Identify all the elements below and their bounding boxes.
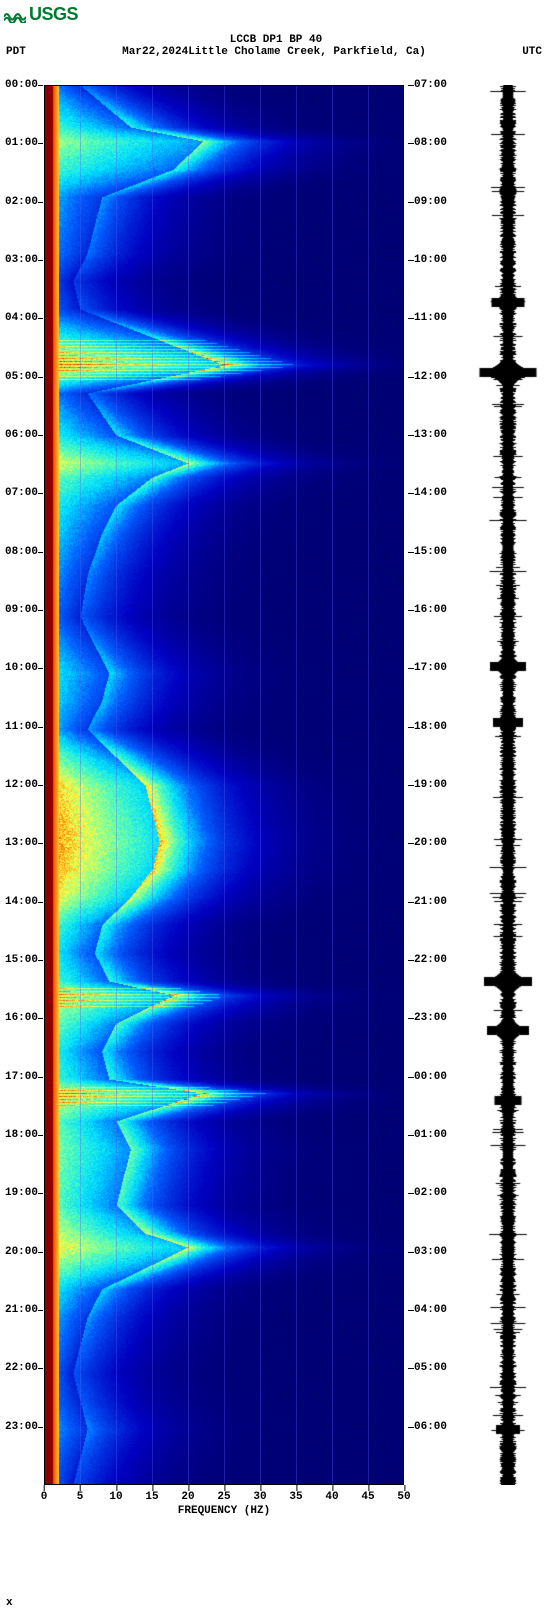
ytick-right: 08:00: [414, 137, 447, 149]
ytick-right: 00:00: [414, 1071, 447, 1083]
title-line2: PDT Mar22,2024Little Cholame Creek, Park…: [0, 46, 552, 58]
waveform-canvas: [478, 85, 538, 1485]
waveform-plot: [478, 85, 538, 1485]
ytick-left: 16:00: [5, 1012, 38, 1024]
ytick-left: 02:00: [5, 196, 38, 208]
ytick-right: 14:00: [414, 487, 447, 499]
ytick-left: 14:00: [5, 896, 38, 908]
xtick: 20: [181, 1491, 194, 1503]
ytick-right: 23:00: [414, 1012, 447, 1024]
title-block: LCCB DP1 BP 40 PDT Mar22,2024Little Chol…: [0, 34, 552, 58]
ytick-right: 03:00: [414, 1246, 447, 1258]
ytick-right: 01:00: [414, 1129, 447, 1141]
ytick-left: 09:00: [5, 604, 38, 616]
ytick-right: 05:00: [414, 1362, 447, 1374]
xtick: 45: [361, 1491, 374, 1503]
ytick-right: 15:00: [414, 546, 447, 558]
wave-icon: [4, 7, 26, 23]
ytick-left: 23:00: [5, 1421, 38, 1433]
ytick-left: 10:00: [5, 662, 38, 674]
ytick-left: 17:00: [5, 1071, 38, 1083]
tz-right: UTC: [522, 46, 542, 58]
y-axis-left: 00:0001:0002:0003:0004:0005:0006:0007:00…: [0, 85, 40, 1485]
ytick-left: 13:00: [5, 837, 38, 849]
spectrogram-plot: [44, 85, 404, 1485]
ytick-right: 06:00: [414, 1421, 447, 1433]
xtick: 0: [41, 1491, 48, 1503]
ytick-left: 11:00: [5, 721, 38, 733]
xtick: 10: [109, 1491, 122, 1503]
ytick-right: 13:00: [414, 429, 447, 441]
xtick: 35: [289, 1491, 302, 1503]
ytick-right: 07:00: [414, 79, 447, 91]
xtick: 40: [325, 1491, 338, 1503]
ytick-right: 17:00: [414, 662, 447, 674]
y-axis-right: 07:0008:0009:0010:0011:0012:0013:0014:00…: [408, 85, 463, 1485]
ytick-left: 12:00: [5, 779, 38, 791]
ytick-right: 19:00: [414, 779, 447, 791]
logo-text: USGS: [29, 4, 78, 25]
ytick-left: 06:00: [5, 429, 38, 441]
ytick-right: 09:00: [414, 196, 447, 208]
usgs-logo: USGS: [4, 4, 78, 25]
xtick: 15: [145, 1491, 158, 1503]
title-date: Mar22,2024: [122, 46, 188, 58]
ytick-left: 03:00: [5, 254, 38, 266]
title-location: Little Cholame Creek, Parkfield, Ca): [188, 46, 426, 58]
ytick-left: 01:00: [5, 137, 38, 149]
ytick-right: 02:00: [414, 1187, 447, 1199]
ytick-right: 10:00: [414, 254, 447, 266]
tz-left: PDT: [6, 46, 26, 58]
xtick: 30: [253, 1491, 266, 1503]
ytick-right: 22:00: [414, 954, 447, 966]
xtick: 50: [397, 1491, 410, 1503]
xtick: 5: [77, 1491, 84, 1503]
ytick-left: 08:00: [5, 546, 38, 558]
ytick-left: 05:00: [5, 371, 38, 383]
x-axis: FREQUENCY (HZ) 05101520253035404550: [44, 1485, 404, 1525]
ytick-right: 18:00: [414, 721, 447, 733]
xtick: 25: [217, 1491, 230, 1503]
ytick-left: 21:00: [5, 1304, 38, 1316]
ytick-right: 11:00: [414, 312, 447, 324]
ytick-right: 04:00: [414, 1304, 447, 1316]
ytick-left: 07:00: [5, 487, 38, 499]
ytick-right: 21:00: [414, 896, 447, 908]
ytick-right: 20:00: [414, 837, 447, 849]
spectrogram-canvas: [44, 85, 404, 1485]
ytick-left: 20:00: [5, 1246, 38, 1258]
ytick-left: 22:00: [5, 1362, 38, 1374]
ytick-left: 00:00: [5, 79, 38, 91]
ytick-left: 19:00: [5, 1187, 38, 1199]
ytick-left: 04:00: [5, 312, 38, 324]
title-line1: LCCB DP1 BP 40: [0, 34, 552, 46]
ytick-right: 12:00: [414, 371, 447, 383]
ytick-left: 18:00: [5, 1129, 38, 1141]
x-axis-label: FREQUENCY (HZ): [44, 1505, 404, 1517]
ytick-right: 16:00: [414, 604, 447, 616]
footer-mark: x: [6, 1597, 13, 1609]
ytick-left: 15:00: [5, 954, 38, 966]
